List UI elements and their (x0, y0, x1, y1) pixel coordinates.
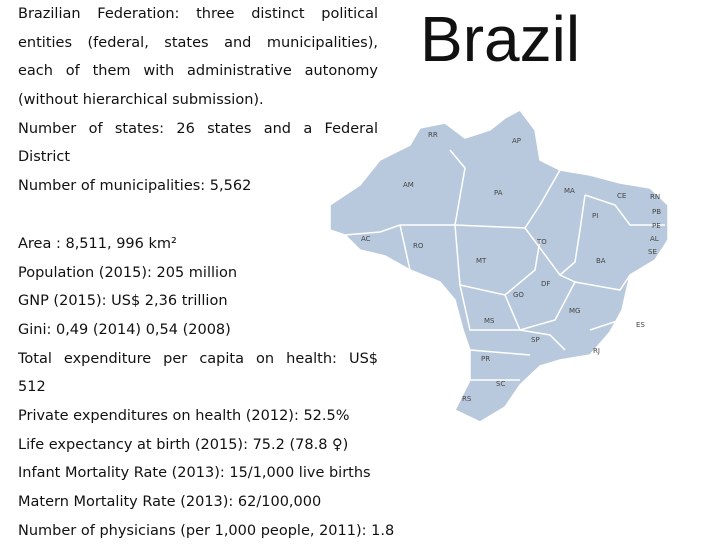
fact-line: Area : 8,511, 996 km² (18, 235, 177, 252)
fact-line: 512 (18, 379, 46, 396)
state-label: PE (652, 222, 661, 230)
fact-line: GNP (2015): US$ 2,36 trillion (18, 293, 228, 310)
fact-line: Number of municipalities: 5,562 (18, 178, 252, 195)
fact-line: Population (2015): 205 million (18, 264, 238, 281)
fact-line: each of them with administrative autonom… (18, 63, 378, 80)
fact-line: Number of physicians (per 1,000 people, … (18, 522, 395, 539)
state-label: AP (512, 137, 521, 145)
state-label: PA (494, 189, 503, 197)
fact-line: Number of states: 26 states and a Federa… (18, 120, 378, 137)
state-label: MG (569, 307, 580, 315)
state-label: MT (476, 257, 487, 265)
state-label: MS (484, 317, 495, 325)
fact-line: Matern Mortality Rate (2013): 62/100,000 (18, 494, 322, 510)
fact-line: Brazilian Federation: three distinct pol… (18, 6, 378, 22)
state-label: RJ (593, 347, 600, 355)
state-label: SE (648, 248, 657, 256)
fact-line: (without hierarchical submission). (18, 92, 264, 109)
state-label: AL (650, 235, 659, 243)
state-label: PR (481, 355, 490, 363)
state-label: PB (652, 208, 661, 216)
state-label: RO (413, 242, 424, 250)
fact-line: Life expectancy at birth (2015): 75.2 (7… (18, 436, 349, 453)
state-label: RN (650, 193, 660, 201)
state-label: BA (596, 257, 606, 265)
fact-line: District (18, 149, 71, 166)
fact-line: Private expenditures on health (2012): 5… (18, 407, 350, 424)
map-shape (329, 109, 669, 423)
slide-title: Brazil (420, 3, 581, 75)
state-label: MA (564, 187, 575, 195)
fact-line: Total expenditure per capita on health: … (18, 350, 378, 367)
state-label: PI (592, 212, 598, 220)
fact-list: Brazilian Federation: three distinct pol… (18, 0, 395, 545)
fact-line: Gini: 0,49 (2014) 0,54 (2008) (18, 321, 231, 338)
state-label: AM (403, 181, 414, 189)
state-label: AC (361, 235, 371, 243)
state-label: CE (617, 192, 626, 200)
state-label: RS (462, 395, 472, 403)
state-label: RR (428, 131, 438, 139)
state-label: ES (636, 321, 645, 329)
fact-line: Infant Mortality Rate (2013): 15/1,000 l… (18, 465, 371, 482)
fact-line: entities (federal, states and municipali… (18, 34, 378, 51)
state-label: SP (531, 336, 540, 344)
state-label: GO (513, 291, 524, 299)
state-borders (344, 149, 665, 381)
state-label: DF (541, 280, 550, 288)
state-label: SC (496, 380, 505, 388)
state-label: TO (536, 238, 547, 246)
